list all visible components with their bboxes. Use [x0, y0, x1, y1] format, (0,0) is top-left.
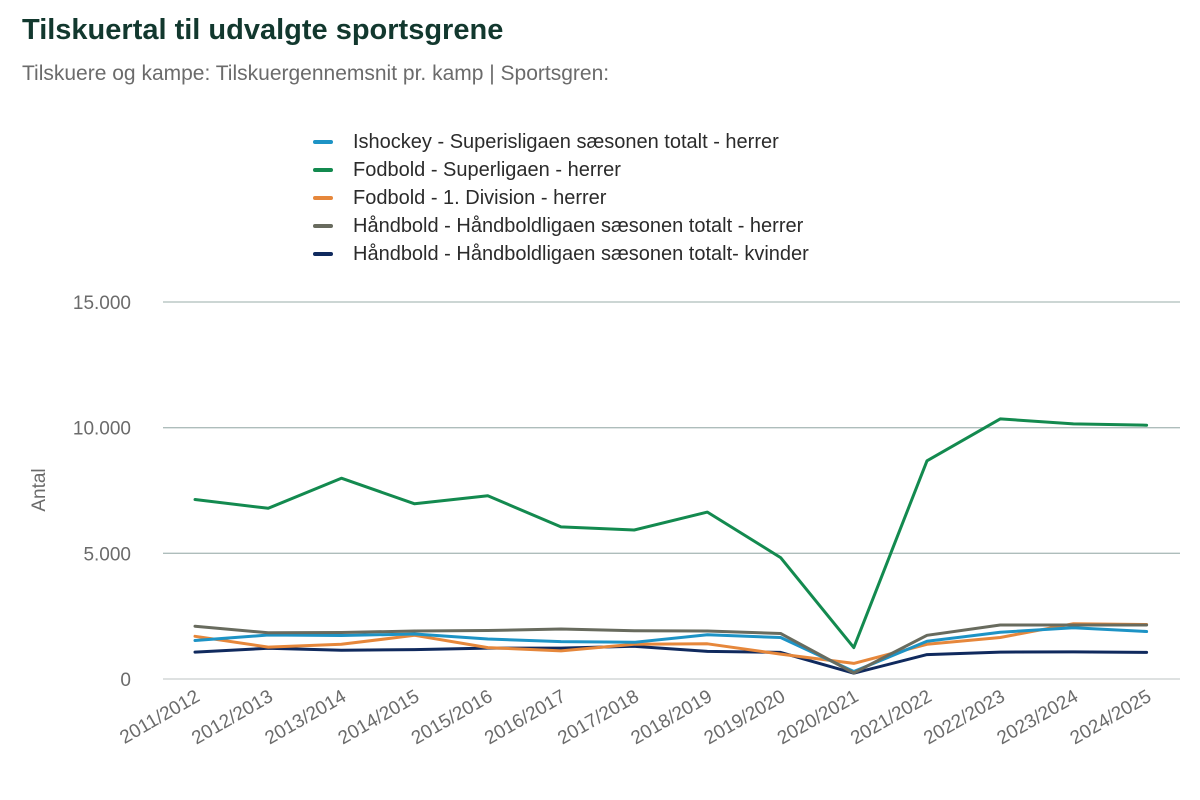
- legend-swatch: [313, 196, 333, 200]
- x-axis-ticks: 2011/20122012/20132013/20142014/20152015…: [116, 686, 1155, 749]
- x-tick-label: 2016/2017: [481, 686, 569, 749]
- chart-subtitle: Tilskuere og kampe: Tilskuergennemsnit p…: [22, 62, 610, 85]
- y-tick-label: 5.000: [83, 544, 131, 565]
- legend-label: Håndbold - Håndboldligaen sæsonen totalt…: [353, 214, 804, 237]
- legend: Ishockey - Superisligaen sæsonen totalt …: [313, 128, 953, 268]
- x-tick-label: 2011/2012: [116, 686, 203, 748]
- series-lines: [193, 417, 1149, 675]
- x-tick-label: 2021/2022: [847, 686, 935, 749]
- y-tick-label: 0: [120, 670, 131, 691]
- legend-label: Fodbold - 1. Division - herrer: [353, 186, 607, 209]
- y-tick-label: 10.000: [73, 419, 131, 440]
- legend-swatch: [313, 252, 333, 256]
- gridlines: [163, 301, 1180, 680]
- x-tick-label: 2017/2018: [554, 686, 642, 749]
- legend-item[interactable]: Ishockey - Superisligaen sæsonen totalt …: [313, 128, 953, 156]
- y-axis-ticks: 0 5.000 10.000 15.000: [73, 293, 131, 691]
- legend-item[interactable]: Fodbold - Superligaen - herrer: [313, 156, 953, 184]
- y-tick-label: 15.000: [73, 293, 131, 314]
- x-tick-label: 2022/2023: [920, 686, 1008, 749]
- legend-item[interactable]: Håndbold - Håndboldligaen sæsonen totalt…: [313, 240, 953, 268]
- legend-label: Håndbold - Håndboldligaen sæsonen totalt…: [353, 242, 809, 265]
- x-tick-label: 2023/2024: [994, 686, 1083, 749]
- x-tick-label: 2012/2013: [188, 686, 276, 749]
- x-tick-label: 2024/2025: [1067, 686, 1155, 749]
- legend-label: Ishockey - Superisligaen sæsonen totalt …: [353, 130, 779, 153]
- y-axis-label: Antal: [29, 468, 50, 511]
- series-line-h-ndbold-h-ndboldligaen-s-sonen-totalt-herrer[interactable]: [193, 623, 1149, 675]
- legend-swatch: [313, 168, 333, 172]
- series-line-h-ndbold-h-ndboldligaen-s-sonen-totalt-kvinder[interactable]: [193, 644, 1149, 675]
- x-tick-label: 2013/2014: [262, 686, 351, 749]
- legend-label: Fodbold - Superligaen - herrer: [353, 158, 621, 181]
- chart-title: Tilskuertal til udvalgte sportsgrene: [22, 14, 504, 46]
- x-tick-label: 2019/2020: [701, 686, 789, 749]
- legend-swatch: [313, 224, 333, 228]
- series-line-ishockey-superisligaen-s-sonen-totalt-herrer[interactable]: [193, 626, 1149, 673]
- legend-item[interactable]: Håndbold - Håndboldligaen sæsonen totalt…: [313, 212, 953, 240]
- x-tick-label: 2020/2021: [774, 686, 862, 749]
- series-line-fodbold-superligaen-herrer[interactable]: [193, 417, 1149, 650]
- x-tick-label: 2014/2015: [335, 686, 423, 749]
- x-tick-label: 2015/2016: [408, 686, 496, 749]
- legend-item[interactable]: Fodbold - 1. Division - herrer: [313, 184, 953, 212]
- x-tick-label: 2018/2019: [628, 686, 716, 749]
- legend-swatch: [313, 140, 333, 144]
- series-line-fodbold-1-division-herrer[interactable]: [193, 622, 1149, 665]
